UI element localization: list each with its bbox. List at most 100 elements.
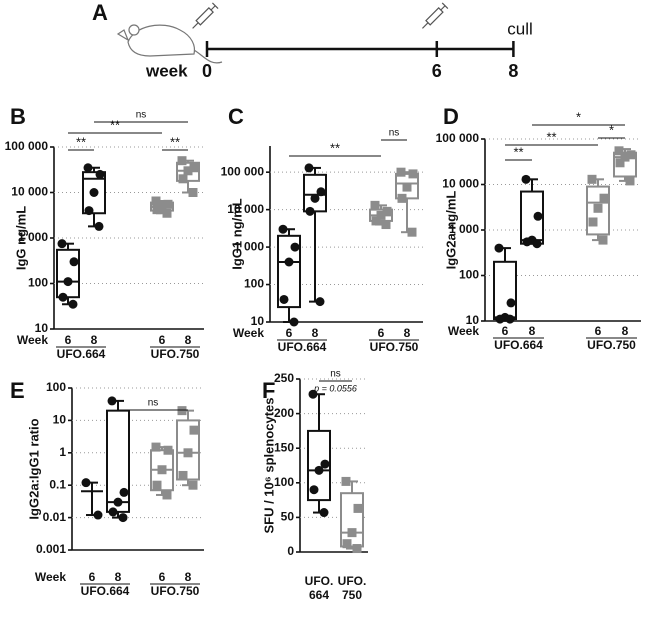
x-tick-label: 6 — [595, 324, 602, 338]
y-tick-label: 0 — [287, 544, 294, 558]
y-axis-label: IgG2a:IgG1 ratio — [26, 418, 41, 519]
data-point — [407, 227, 417, 237]
data-point — [189, 163, 199, 173]
data-point — [587, 174, 597, 184]
y-tick-label: 0.1 — [49, 477, 66, 491]
data-point — [396, 167, 406, 177]
y-tick-label: 10 000 — [11, 185, 48, 199]
data-point — [310, 193, 320, 203]
data-point — [505, 314, 515, 324]
x-axis-label: Week — [35, 570, 66, 584]
panel-letter: E — [10, 378, 25, 403]
data-point — [382, 206, 392, 216]
x-tick-label: 8 — [622, 324, 629, 338]
data-point — [522, 237, 532, 247]
x-tick-label: 8 — [529, 324, 536, 338]
y-tick-label: 100 — [28, 276, 48, 290]
y-axis-label: IgG ng/mL — [13, 206, 28, 270]
panel-letter: B — [10, 104, 26, 129]
cull-label: cull — [507, 19, 533, 38]
group-label: UFO. — [305, 574, 334, 588]
significance-label: ** — [110, 117, 120, 132]
significance-label: ns — [330, 369, 341, 380]
data-point — [95, 169, 105, 179]
data-point — [152, 480, 162, 490]
box — [106, 409, 130, 513]
data-point — [342, 539, 352, 549]
data-point — [347, 528, 357, 538]
data-point — [162, 208, 172, 218]
data-point — [57, 239, 67, 249]
data-point — [183, 448, 193, 458]
y-tick-label: 0.001 — [36, 542, 66, 556]
data-point — [108, 507, 118, 517]
data-point — [58, 292, 68, 302]
y-tick-label: 0.01 — [43, 510, 67, 524]
panel-letter: F — [262, 378, 275, 403]
x-tick-label: 6 — [159, 570, 166, 584]
timeline-tick-label: 0 — [202, 61, 212, 81]
y-tick-label: 10 — [53, 413, 67, 427]
box — [303, 173, 327, 213]
group-label: 750 — [342, 588, 362, 602]
significance-label: ns — [136, 110, 147, 121]
p-value: p = 0.0556 — [313, 383, 357, 393]
data-point — [107, 396, 117, 406]
data-point — [506, 298, 516, 308]
data-point — [178, 470, 188, 480]
x-tick-label: 8 — [404, 326, 411, 340]
y-axis-label: SFU / 10⁶ splenocytes — [261, 397, 276, 533]
panel-letter: D — [443, 104, 459, 129]
group-label: UFO. — [338, 574, 367, 588]
data-point — [177, 156, 187, 166]
data-point — [151, 196, 161, 206]
significance-label: ns — [389, 128, 400, 139]
group-label: 664 — [309, 588, 329, 602]
x-tick-label: 8 — [312, 326, 319, 340]
group-label: UFO.664 — [57, 347, 106, 361]
x-axis-label: Week — [233, 326, 264, 340]
x-tick-label: 6 — [286, 326, 293, 340]
y-tick-label: 100 — [244, 277, 264, 291]
data-point — [494, 243, 504, 253]
data-point — [305, 206, 315, 216]
group-label: UFO.664 — [81, 584, 130, 598]
data-point — [316, 187, 326, 197]
significance-label: ** — [513, 144, 523, 159]
box — [340, 492, 364, 548]
data-point — [84, 206, 94, 216]
x-axis-label: Week — [17, 333, 48, 347]
data-point — [521, 174, 531, 184]
data-point — [113, 497, 123, 507]
y-tick-label: 100 000 — [436, 131, 480, 145]
data-point — [93, 510, 103, 520]
y-tick-label: 100 000 — [5, 139, 49, 153]
x-tick-label: 6 — [159, 333, 166, 347]
data-point — [533, 211, 543, 221]
data-point — [352, 544, 362, 554]
data-point — [279, 294, 289, 304]
data-point — [397, 193, 407, 203]
group-label: UFO.750 — [151, 347, 200, 361]
significance-label: ns — [148, 398, 159, 409]
y-tick-label: 1 000 — [449, 222, 479, 236]
mouse-icon — [116, 24, 223, 64]
y-tick-label: 10 — [466, 313, 480, 327]
data-point — [309, 485, 319, 495]
y-tick-label: 100 — [274, 475, 294, 489]
y-tick-label: 1 000 — [234, 239, 264, 253]
y-axis-label: IgG1 ng/mL — [229, 198, 244, 270]
group-label: UFO.750 — [370, 340, 419, 354]
data-point — [188, 188, 198, 197]
syringe-icon — [421, 2, 449, 29]
data-point — [408, 169, 418, 179]
y-tick-label: 100 — [46, 380, 66, 394]
timeline-label: week — [145, 61, 188, 80]
data-point — [289, 317, 299, 327]
syringe-icon — [192, 2, 219, 29]
y-axis-label: IgG2a ng/mL — [443, 191, 458, 270]
x-tick-label: 8 — [185, 570, 192, 584]
significance-label: ** — [546, 129, 556, 144]
y-tick-label: 250 — [274, 371, 294, 385]
